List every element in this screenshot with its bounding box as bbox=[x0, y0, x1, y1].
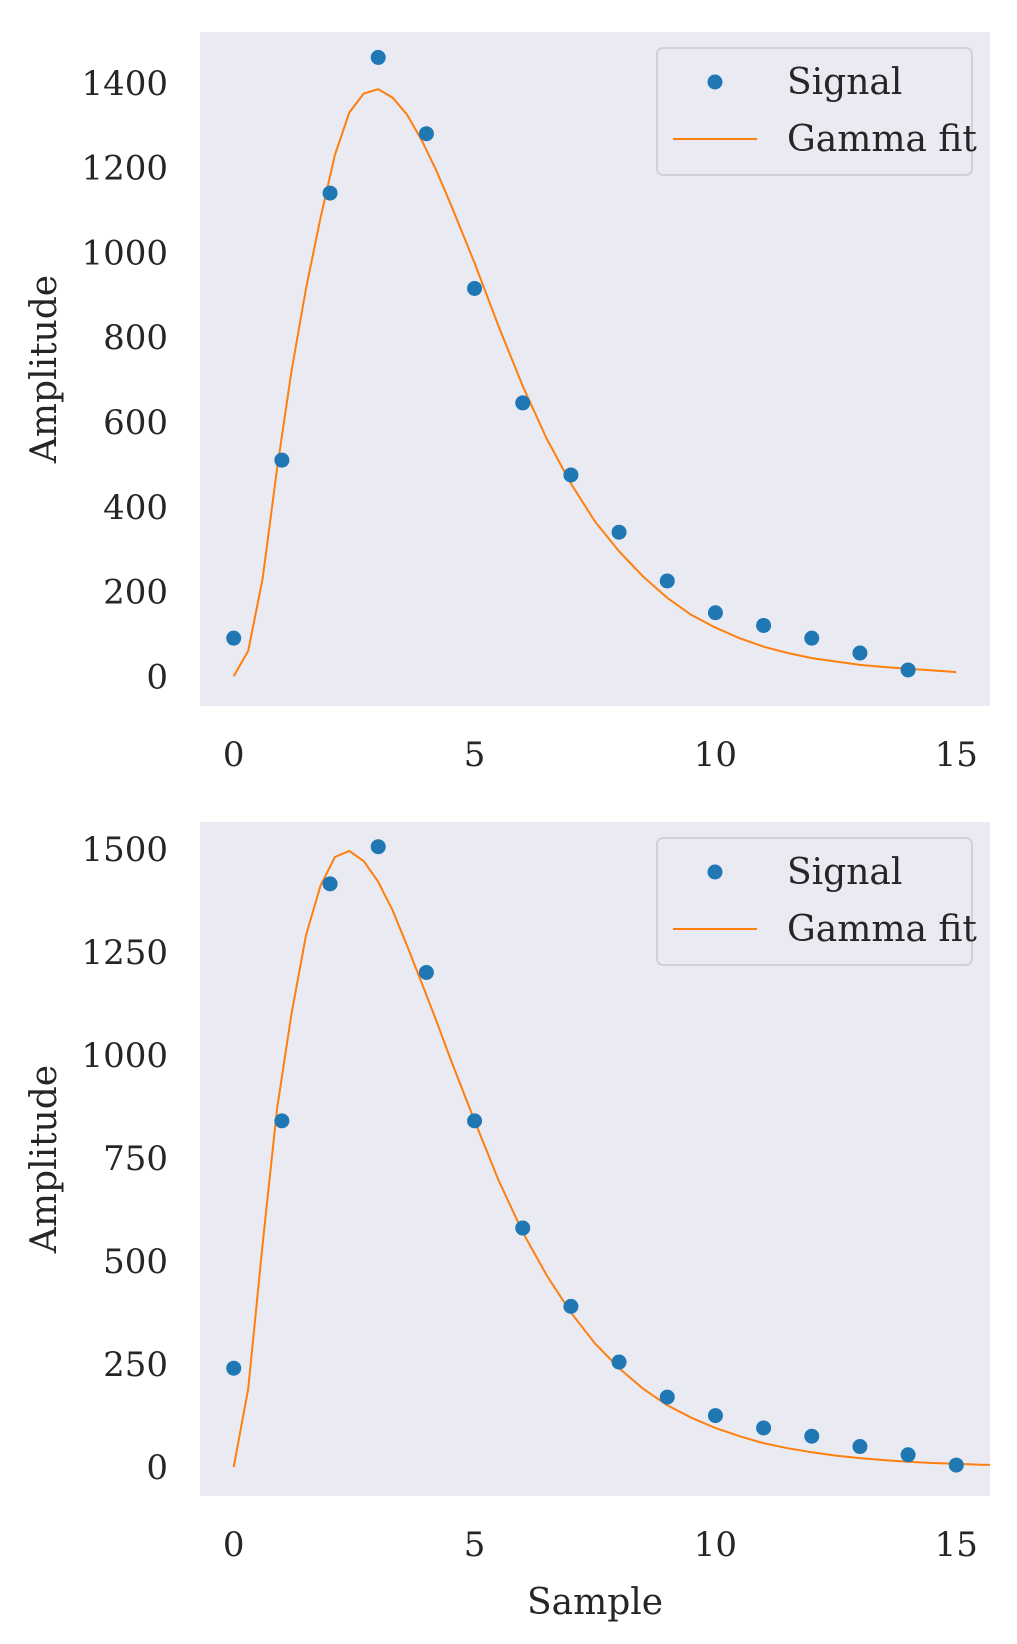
signal-point bbox=[274, 452, 290, 468]
x-tick-label: 15 bbox=[935, 735, 978, 775]
signal-point bbox=[467, 1113, 483, 1129]
y-tick-label: 1400 bbox=[81, 64, 168, 104]
y-tick-label: 1000 bbox=[81, 1036, 168, 1076]
signal-point bbox=[707, 1408, 723, 1424]
y-tick-label: 600 bbox=[103, 403, 168, 443]
y-axis-label: Amplitude bbox=[24, 275, 65, 464]
signal-point bbox=[274, 1113, 290, 1129]
signal-point bbox=[707, 605, 723, 621]
legend-marker-signal bbox=[707, 864, 723, 880]
y-tick-label: 200 bbox=[103, 573, 168, 613]
legend-label: Signal bbox=[787, 852, 902, 893]
y-tick-label: 800 bbox=[103, 318, 168, 358]
x-tick-label: 15 bbox=[935, 1525, 978, 1565]
y-tick-label: 0 bbox=[146, 657, 168, 697]
signal-point bbox=[756, 617, 772, 633]
signal-point bbox=[563, 1298, 579, 1314]
signal-point bbox=[515, 395, 531, 411]
y-tick-label: 250 bbox=[103, 1345, 168, 1385]
y-tick-label: 1500 bbox=[81, 830, 168, 870]
x-tick-label: 10 bbox=[694, 735, 737, 775]
signal-point bbox=[900, 662, 916, 678]
legend-box bbox=[656, 47, 973, 176]
legend-label: Gamma fit bbox=[787, 909, 977, 950]
y-tick-label: 400 bbox=[103, 488, 168, 528]
signal-point bbox=[515, 1220, 531, 1236]
y-tick-label: 1200 bbox=[81, 149, 168, 189]
legend: Signal Gamma fit bbox=[656, 47, 977, 176]
signal-point bbox=[804, 1428, 820, 1444]
x-tick-label: 5 bbox=[464, 735, 486, 775]
signal-point bbox=[852, 1439, 868, 1455]
series-group bbox=[226, 839, 990, 1473]
y-tick-label: 750 bbox=[103, 1139, 168, 1179]
signal-point bbox=[322, 876, 338, 892]
signal-point bbox=[467, 280, 483, 296]
chart-1: 0 200 400 600 800 1000 1200 1400 0 5 10 15 Amplitude… bbox=[24, 32, 990, 775]
legend-box bbox=[656, 837, 973, 966]
signal-point bbox=[322, 185, 338, 201]
signal-point bbox=[226, 1360, 242, 1376]
legend-label: Gamma fit bbox=[787, 119, 977, 160]
legend-label: Signal bbox=[787, 62, 902, 103]
signal-point bbox=[611, 1354, 627, 1370]
y-tick-label: 1000 bbox=[81, 233, 168, 273]
signal-point bbox=[418, 964, 434, 980]
x-tick-label: 5 bbox=[464, 1525, 486, 1565]
x-tick-label: 10 bbox=[694, 1525, 737, 1565]
y-tick-label: 500 bbox=[103, 1242, 168, 1282]
signal-point bbox=[370, 839, 386, 855]
legend: Signal Gamma fit bbox=[656, 837, 977, 966]
signal-point bbox=[804, 630, 820, 646]
series-group bbox=[226, 49, 957, 678]
signal-point bbox=[226, 630, 242, 646]
gamma-fit-line bbox=[232, 88, 957, 677]
signal-point bbox=[948, 1457, 964, 1473]
x-tick-label: 0 bbox=[223, 735, 245, 775]
signal-point bbox=[611, 524, 627, 540]
signal-point bbox=[418, 126, 434, 142]
y-axis-label: Amplitude bbox=[24, 1065, 65, 1254]
chart-2: 0 250 500 750 1000 1250 1500 0 5 10 15 Amplitude Sam… bbox=[24, 822, 990, 1623]
signal-point bbox=[756, 1420, 772, 1436]
signal-point bbox=[659, 573, 675, 589]
gamma-fit-line bbox=[232, 849, 990, 1468]
signal-point bbox=[563, 467, 579, 483]
signal-point bbox=[370, 49, 386, 65]
y-tick-label: 1250 bbox=[81, 933, 168, 973]
signal-point bbox=[659, 1389, 675, 1405]
x-axis-label: Sample bbox=[527, 1582, 663, 1623]
x-tick-label: 0 bbox=[223, 1525, 245, 1565]
signal-point bbox=[852, 645, 868, 661]
signal-point bbox=[900, 1447, 916, 1463]
legend-marker-signal bbox=[707, 74, 723, 90]
y-tick-label: 0 bbox=[146, 1448, 168, 1488]
